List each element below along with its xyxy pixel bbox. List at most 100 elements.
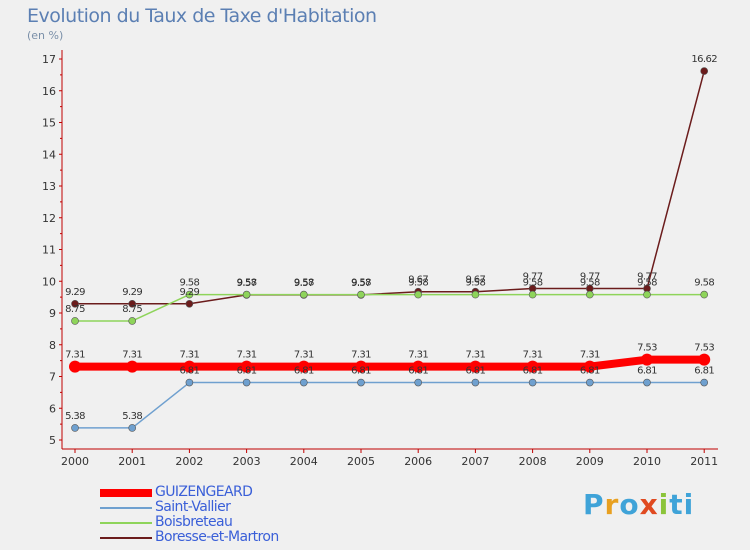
- data-label: 9.58: [694, 278, 714, 289]
- data-point: [698, 353, 711, 366]
- legend: GUIZENGEARD Saint-Vallier Boisbreteau Bo…: [100, 484, 360, 545]
- logo-letter: r: [604, 488, 620, 521]
- logo-letter: ti: [669, 488, 695, 521]
- data-label: 9.29: [179, 287, 199, 298]
- legend-swatch-guizengeard: [100, 489, 152, 497]
- y-tick-label: 8: [49, 339, 56, 352]
- data-label: 7.31: [294, 350, 314, 361]
- data-point: [240, 360, 253, 373]
- data-label: 9.58: [465, 278, 485, 289]
- data-label: 6.81: [237, 366, 257, 377]
- y-tick-label: 13: [42, 180, 56, 193]
- data-point: [641, 353, 653, 366]
- data-label: 8.75: [65, 304, 85, 315]
- legend-item-boresse-et-martron[interactable]: Boresse-et-Martron: [100, 529, 360, 545]
- data-label: 9.57: [237, 278, 257, 289]
- x-tick-label: 2003: [233, 455, 261, 468]
- data-label: 6.81: [465, 366, 485, 377]
- y-tick-label: 10: [42, 275, 56, 288]
- data-point: [299, 290, 308, 299]
- data-label: 9.58: [523, 278, 543, 289]
- data-label: 9.29: [65, 287, 85, 298]
- data-label: 7.31: [179, 350, 199, 361]
- x-tick-label: 2009: [576, 455, 604, 468]
- legend-item-saint-vallier[interactable]: Saint-Vallier: [100, 499, 360, 515]
- data-point: [583, 360, 596, 373]
- logo-letter: o: [619, 488, 640, 521]
- data-label: 5.38: [122, 411, 142, 422]
- data-point: [471, 378, 480, 387]
- x-tick-label: 2002: [175, 455, 203, 468]
- x-tick-label: 2008: [519, 455, 547, 468]
- data-label: 6.81: [351, 366, 371, 377]
- y-tick-label: 12: [42, 212, 56, 225]
- data-point: [471, 290, 480, 299]
- y-tick-label: 5: [49, 434, 56, 447]
- data-label: 7.31: [122, 350, 142, 361]
- data-label: 5.38: [65, 411, 85, 422]
- data-label: 6.81: [523, 366, 543, 377]
- data-point: [128, 424, 136, 432]
- data-label: 7.31: [523, 350, 543, 361]
- data-point: [357, 378, 365, 387]
- data-label: 7.31: [65, 350, 85, 361]
- data-label: 9.77: [580, 272, 600, 283]
- data-label: 9.58: [237, 278, 257, 289]
- y-tick-label: 6: [49, 402, 56, 415]
- logo-letter: x: [639, 488, 659, 521]
- data-point: [357, 290, 365, 299]
- data-label: 9.57: [294, 278, 314, 289]
- data-label: 7.53: [694, 343, 714, 354]
- legend-label-guizengeard: GUIZENGEARD: [155, 484, 253, 500]
- data-label: 9.58: [637, 278, 657, 289]
- data-label: 16.62: [691, 54, 717, 65]
- legend-item-guizengeard[interactable]: GUIZENGEARD: [100, 484, 360, 500]
- data-point: [126, 360, 139, 373]
- data-label: 6.81: [179, 366, 199, 377]
- data-point: [71, 317, 79, 325]
- data-label: 8.75: [122, 304, 142, 315]
- data-label: 7.31: [580, 350, 600, 361]
- data-label: 7.31: [351, 350, 371, 361]
- logo-letter: P: [583, 488, 605, 521]
- legend-item-boisbreteau[interactable]: Boisbreteau: [100, 514, 360, 530]
- data-label: 7.31: [465, 350, 485, 361]
- data-label: 9.67: [465, 275, 485, 286]
- data-label: 6.81: [294, 366, 314, 377]
- data-point: [585, 378, 594, 387]
- y-tick-label: 7: [49, 371, 56, 384]
- y-tick-label: 15: [42, 117, 56, 130]
- data-label: 9.29: [122, 287, 142, 298]
- series-line-2: [74, 293, 705, 322]
- x-tick-label: 2001: [118, 455, 146, 468]
- data-label: 9.77: [523, 272, 543, 283]
- x-tick-label: 2004: [290, 455, 318, 468]
- data-point: [185, 290, 194, 299]
- x-tick-label: 2011: [690, 455, 718, 468]
- proxiti-logo: Proxiti: [583, 488, 694, 521]
- data-point: [585, 290, 594, 299]
- data-label: 7.31: [408, 350, 428, 361]
- x-tick-label: 2007: [461, 455, 489, 468]
- data-label: 6.81: [694, 366, 714, 377]
- x-tick-label: 2010: [633, 455, 661, 468]
- y-tick-label: 17: [42, 53, 56, 66]
- line-chart: 5 6 7 8 9 10 11 12 13 14 15 16 17 2000 2001 2002 2003 200…: [42, 50, 718, 468]
- data-label: 6.81: [637, 366, 657, 377]
- data-label: 9.67: [408, 275, 428, 286]
- data-point: [185, 378, 194, 387]
- data-label: 9.77: [637, 272, 657, 283]
- x-tick-label: 2000: [61, 455, 89, 468]
- chart-subtitle: (en %): [27, 29, 64, 42]
- data-point: [414, 378, 423, 387]
- legend-swatch-saint-vallier: [100, 507, 152, 509]
- legend-label-boresse-et-martron: Boresse-et-Martron: [155, 529, 279, 545]
- data-point: [643, 378, 651, 387]
- legend-label-saint-vallier: Saint-Vallier: [155, 499, 231, 515]
- data-label: 6.81: [580, 366, 600, 377]
- y-tick-label: 11: [42, 244, 56, 257]
- data-point: [71, 299, 79, 308]
- series-line-1: [74, 381, 705, 429]
- data-point: [528, 378, 537, 387]
- data-point: [700, 290, 709, 299]
